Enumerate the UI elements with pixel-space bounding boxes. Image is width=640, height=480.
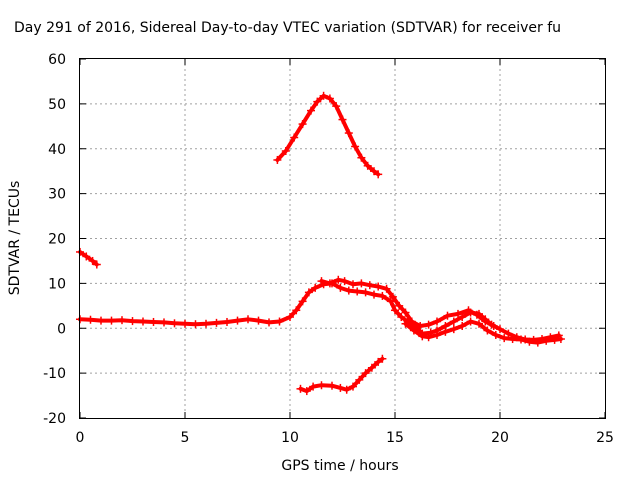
y-axis-label: SDTVAR / TECUs (7, 181, 23, 296)
series-line (275, 93, 381, 177)
x-axis-label: GPS time / hours (281, 458, 398, 474)
series-arc-peak (273, 91, 383, 179)
axis-ticks (79, 58, 606, 419)
y-tick-label: 40 (48, 142, 66, 158)
x-tick-label: 0 (76, 430, 85, 446)
y-tick-label: 50 (48, 97, 66, 113)
series-line (78, 250, 99, 267)
x-tick-label: 10 (281, 430, 299, 446)
y-tick-label: 60 (48, 52, 66, 68)
series-arc-lower-band (401, 317, 565, 347)
series-arc-negative (296, 354, 387, 396)
y-tick-label: 0 (57, 321, 66, 337)
chart-title: Day 291 of 2016, Sidereal Day-to-day VTE… (14, 20, 561, 36)
y-tick-label: -20 (43, 411, 66, 427)
series-line (319, 277, 496, 328)
x-tick-label: 20 (491, 430, 509, 446)
y-tick-label: 20 (48, 232, 66, 248)
y-tick-label: 30 (48, 187, 66, 203)
x-tick-label: 25 (596, 430, 614, 446)
y-tick-label: -10 (43, 366, 66, 382)
y-tick-label: 10 (48, 276, 66, 292)
data-series (76, 91, 565, 396)
x-tick-labels: 0 5 10 15 20 25 (76, 430, 614, 446)
x-tick-label: 5 (181, 430, 190, 446)
x-tick-label: 15 (386, 430, 404, 446)
series-arc-upper-band (317, 275, 498, 331)
plot-frame (79, 58, 606, 419)
y-tick-labels: -20 -10 0 10 20 30 40 50 60 (43, 52, 66, 427)
